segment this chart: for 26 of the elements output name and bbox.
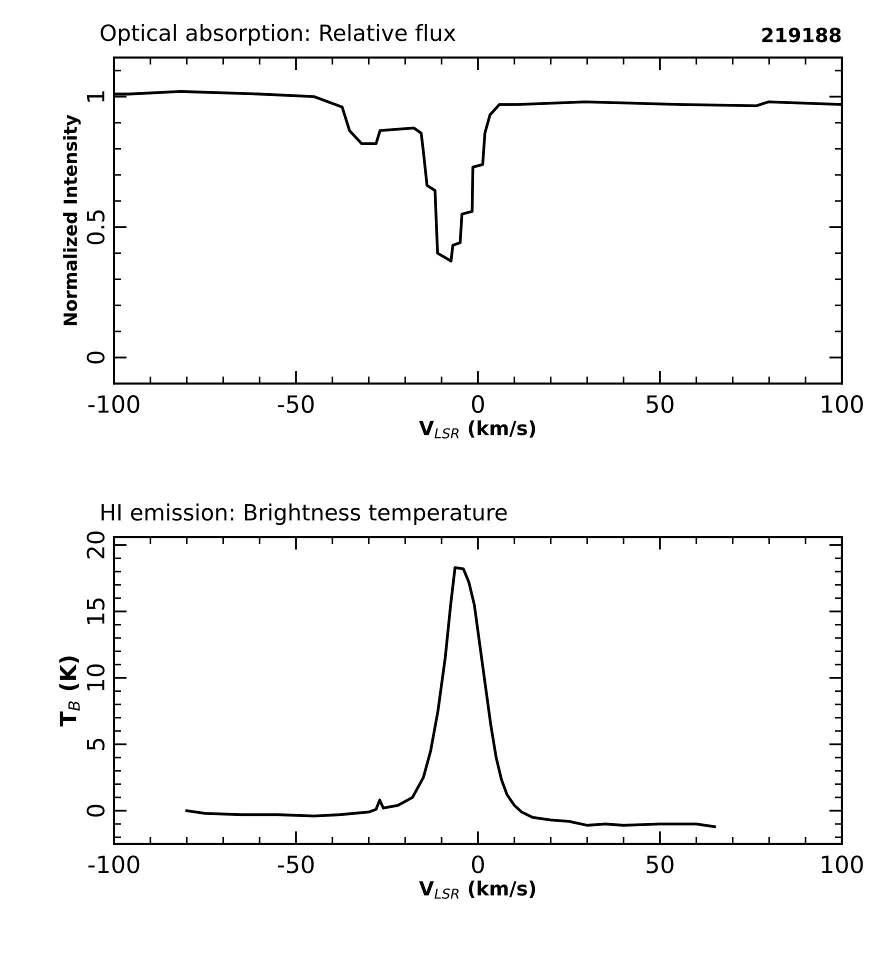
y-axis-title: Normalized Intensity (63, 114, 81, 326)
chart-title: Optical absorption: Relative flux (100, 24, 456, 46)
y-tick-label: 20 (86, 532, 105, 558)
x-tick-label: 0 (472, 395, 484, 413)
x-tick-label: 50 (646, 855, 674, 874)
y-tick-label: 15 (87, 598, 105, 624)
x-tick-label: 0 (472, 855, 484, 874)
x-tick-label: -50 (278, 855, 314, 874)
y-tick-label: 0 (86, 352, 105, 364)
y-tick-label: 1 (87, 91, 104, 102)
y-tick-label: 0.5 (86, 210, 105, 244)
x-axis-title: V$_{LSR}$ (km/s) (419, 880, 536, 899)
line-series (185, 566, 716, 828)
y-tick-label: 0 (86, 804, 105, 817)
chart-title: HI emission: Brightness temperature (102, 503, 507, 525)
x-tick-label: -100 (88, 855, 140, 874)
y-axis-title: T$_{B}$ (K) (59, 656, 80, 726)
x-axis-title: V$_{LSR}$ (km/s) (419, 420, 536, 438)
y-tick-label: 10 (86, 664, 105, 690)
x-tick-label: -50 (278, 395, 314, 413)
x-tick-label: 100 (822, 855, 863, 874)
text: 219188 (762, 28, 841, 42)
x-tick-label: 50 (646, 395, 674, 413)
x-tick-label: -100 (88, 395, 140, 413)
x-tick-label: 100 (822, 395, 863, 413)
y-tick-label: 5 (87, 738, 105, 750)
